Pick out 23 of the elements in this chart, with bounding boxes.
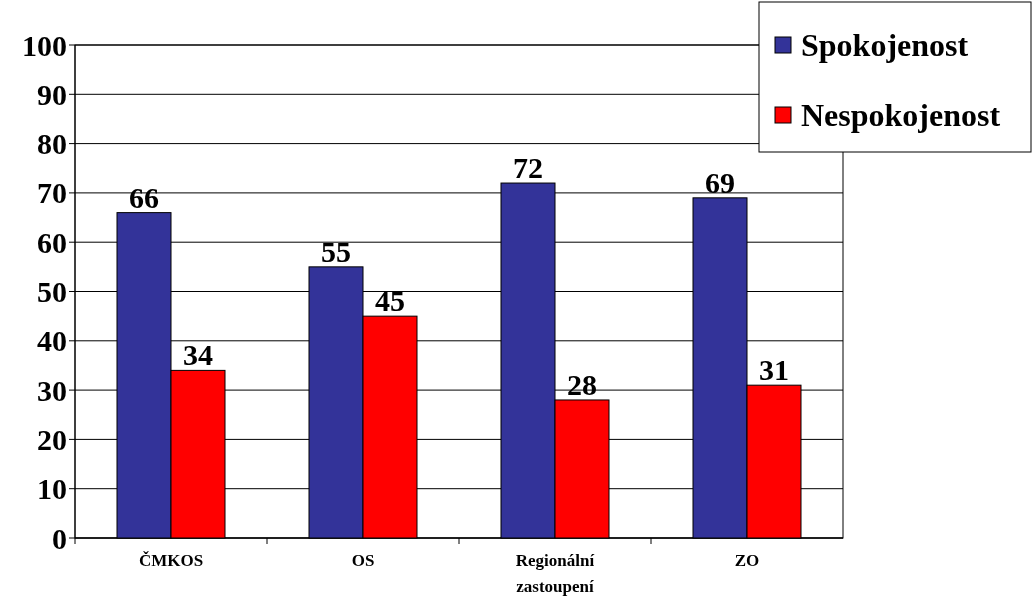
legend-label: Spokojenost [801, 27, 969, 64]
y-tick-label: 60 [37, 225, 67, 259]
x-tick-label: ZO [734, 551, 760, 570]
y-tick-label: 10 [37, 472, 67, 506]
y-tick-label: 90 [37, 77, 67, 111]
y-tick-label: 30 [37, 373, 67, 407]
x-tick-label: Regionální zastoupení [515, 551, 595, 596]
y-tick-label: 80 [37, 127, 67, 161]
y-tick-label: 40 [37, 324, 67, 358]
x-tick-label: ČMKOS [138, 551, 204, 570]
data-label: 55 [321, 234, 351, 268]
y-tick-label: 100 [22, 28, 67, 62]
data-label: 69 [705, 165, 735, 199]
data-label: 31 [759, 353, 789, 387]
data-label: 72 [513, 151, 543, 185]
y-tick-label: 50 [37, 275, 67, 308]
y-tick-label: 20 [37, 422, 67, 456]
x-tick-label: OS [351, 551, 375, 570]
legend-label: Nespokojenost [801, 97, 1001, 134]
data-label: 45 [375, 284, 405, 318]
data-label: 34 [183, 338, 213, 372]
y-tick-label: 70 [37, 176, 67, 210]
y-tick-label: 0 [52, 521, 67, 555]
